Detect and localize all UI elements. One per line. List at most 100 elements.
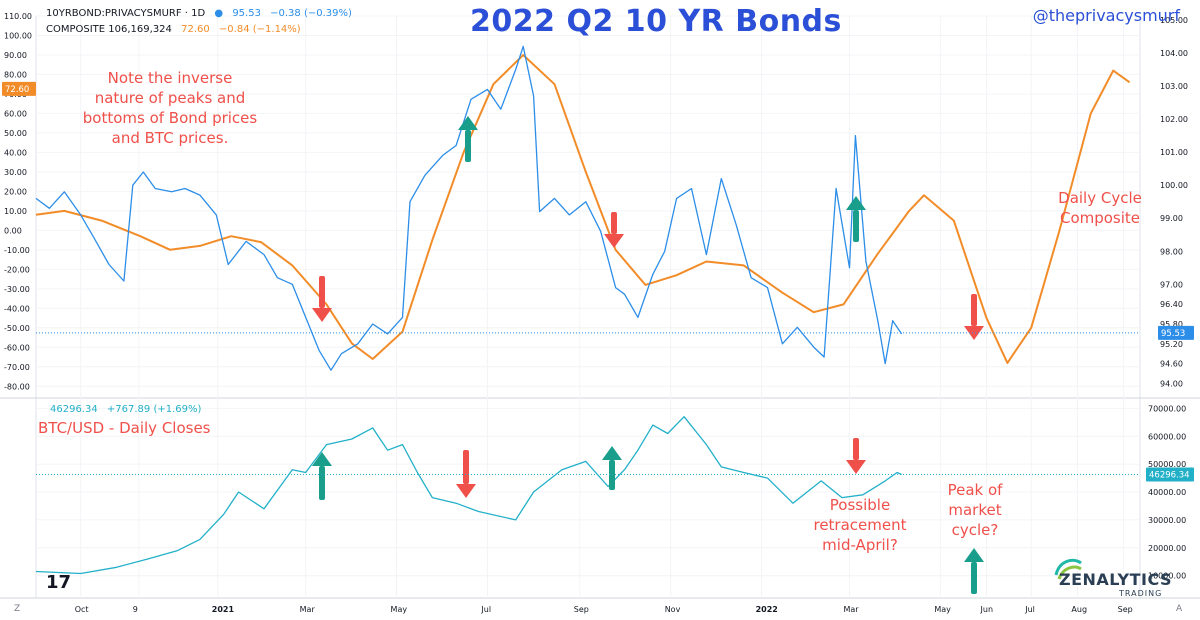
up-arrow	[602, 446, 622, 490]
up-arrow-shaft	[319, 466, 325, 500]
right-axis-tick-label: 100.00	[1160, 181, 1188, 190]
note-retracement: Possible retracement mid-April?	[795, 495, 925, 555]
left-axis-tick-label: -60.00	[4, 343, 30, 352]
zenalytics-name: ZENALYTICS	[1059, 570, 1173, 589]
down-arrow	[846, 438, 866, 474]
left-axis-tick-label: -30.00	[4, 285, 30, 294]
right-axis-tick-label: 105.00	[1160, 16, 1188, 25]
note-line: and BTC prices.	[111, 129, 229, 147]
down-arrow-shaft	[853, 438, 859, 460]
composite-legend: COMPOSITE 106,169,324 72.60 −0.84 (−1.14…	[46, 24, 307, 35]
down-arrow-head	[456, 484, 476, 498]
corner-right-label: A	[1176, 604, 1183, 614]
right-axis-tick-label: 102.00	[1160, 115, 1188, 124]
composite-last-value-badge-bg	[2, 81, 36, 96]
right-axis-tick-label: 98.00	[1160, 247, 1183, 256]
up-arrow-head	[964, 548, 984, 562]
time-axis-tick-label: May	[934, 605, 951, 614]
right-axis-tick-label: 103.00	[1160, 82, 1188, 91]
right-axis-tick-label: 99.00	[1160, 214, 1183, 223]
time-axis-tick-label: Sep	[1118, 605, 1133, 614]
up-arrow-head	[846, 196, 866, 210]
arrow-layer	[312, 116, 984, 594]
down-arrow-head	[312, 308, 332, 322]
zenalytics-logo: ZENALYTICS TRADING	[1053, 555, 1172, 599]
symbol-dot-icon: ●	[214, 8, 224, 19]
note-line: market	[948, 501, 1002, 519]
symbol-last-price: 95.53	[232, 8, 261, 19]
symbol-change: −0.38 (−0.39%)	[270, 8, 352, 19]
btc-change: +767.89 (+1.69%)	[106, 404, 202, 415]
left-axis-tick-label: 0.00	[4, 226, 22, 235]
time-axis-tick-label: Sep	[574, 605, 589, 614]
left-axis-tick-label: -80.00	[4, 382, 30, 391]
down-arrow-head	[846, 460, 866, 474]
time-axis-tick-label: 2021	[212, 605, 235, 614]
down-arrow-shaft	[611, 212, 617, 234]
note-daily-cycle: Daily Cycle Composite	[1045, 188, 1155, 228]
down-arrow-shaft	[463, 450, 469, 484]
tradingview-logo: 17	[46, 572, 72, 593]
down-arrow-shaft	[319, 276, 325, 308]
left-axis-tick-label: 20.00	[4, 187, 27, 196]
left-axis-tick-label: 110.00	[4, 12, 32, 21]
author-handle: @theprivacysmurf	[1032, 6, 1180, 25]
right-axis-tick-label: 95.80	[1160, 320, 1183, 329]
up-arrow	[846, 196, 866, 242]
axis-marker-layer: 95.53 72.60 46296.34	[2, 81, 1194, 482]
time-axis-tick-label: Mar	[843, 605, 859, 614]
left-axis-tick-label: -20.00	[4, 265, 30, 274]
series-layer	[35, 45, 1131, 575]
time-axis-tick-label: May	[391, 605, 408, 614]
note-line: Peak of	[947, 481, 1003, 499]
left-axis-tick-label: -70.00	[4, 363, 30, 372]
down-arrow-shaft	[971, 294, 977, 326]
time-axis-tick-label: 2022	[756, 605, 778, 614]
left-axis-tick-label: 100.00	[4, 31, 32, 40]
note-line: Note the inverse	[107, 69, 233, 87]
right-axis-tick-label: 94.60	[1160, 360, 1183, 369]
note-line: Daily Cycle	[1058, 189, 1142, 207]
note-line: mid-April?	[822, 536, 898, 554]
bond-last-price-badge-bg	[1158, 325, 1194, 340]
up-arrow-shaft	[609, 460, 615, 490]
btc-axis-tick-label: 10000.00	[1148, 572, 1186, 581]
time-axis-tick-label: Nov	[665, 605, 681, 614]
bond-price-line	[35, 45, 903, 371]
up-arrow-head	[312, 452, 332, 466]
down-arrow	[312, 276, 332, 322]
btc-axis-tick-label: 30000.00	[1148, 516, 1186, 525]
note-inverse: Note the inverse nature of peaks and bot…	[70, 68, 270, 148]
right-axis-tick-label: 104.00	[1160, 49, 1188, 58]
btc-axis-tick-label: 60000.00	[1148, 432, 1186, 441]
composite-line	[35, 54, 1131, 364]
composite-value: 72.60	[181, 24, 210, 35]
time-axis-tick-label: Jun	[980, 605, 994, 614]
up-arrow	[964, 548, 984, 594]
right-axis-tick-label: 94.00	[1160, 379, 1183, 388]
note-line: cycle?	[951, 521, 999, 539]
btc-legend: 46296.34 +767.89 (+1.69%)	[50, 404, 207, 415]
note-peak: Peak of market cycle?	[935, 480, 1015, 540]
down-arrow-head	[964, 326, 984, 340]
left-axis-tick-label: -40.00	[4, 304, 30, 313]
down-arrow	[604, 212, 624, 248]
left-axis-tick-label: -10.00	[4, 246, 30, 255]
up-arrow	[458, 116, 478, 162]
composite-last-value-badge: 72.60	[5, 85, 29, 95]
composite-change: −0.84 (−1.14%)	[218, 24, 301, 35]
down-arrow	[456, 450, 476, 498]
chart-title: 2022 Q2 10 YR Bonds	[470, 4, 842, 39]
right-axis-tick-label: 101.00	[1160, 148, 1188, 157]
left-axis-tick-label: 40.00	[4, 148, 27, 157]
time-axis-tick-label: Jul	[1024, 605, 1035, 614]
note-line: Composite	[1059, 209, 1141, 227]
symbol-legend: 10YRBOND:PRIVACYSMURF · 1D ● 95.53 −0.38…	[46, 8, 358, 19]
btc-price-line	[35, 416, 902, 575]
up-arrow-head	[458, 116, 478, 130]
bond-last-price-badge: 95.53	[1161, 329, 1185, 339]
time-axis-tick-label: Mar	[300, 605, 316, 614]
symbol-name: 10YRBOND:PRIVACYSMURF · 1D	[46, 8, 206, 19]
